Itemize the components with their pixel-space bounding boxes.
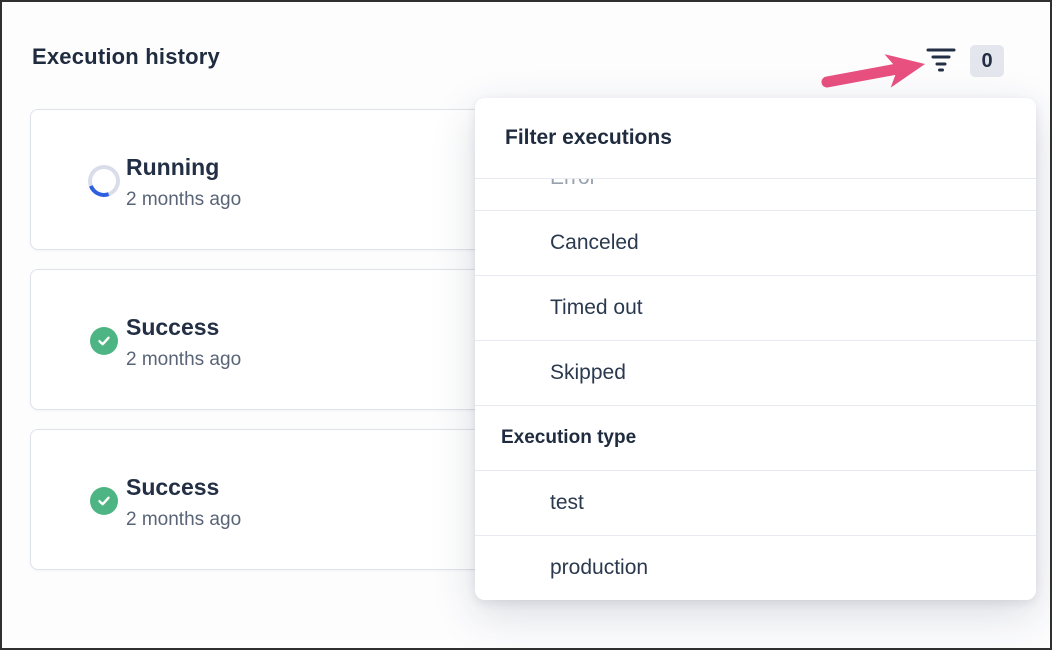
filter-option-error-clipped[interactable]: Error [475, 179, 1036, 211]
execution-card-text: Success 2 months ago [126, 474, 241, 531]
filter-section-execution-type: Execution type [475, 406, 1036, 471]
arrow-annotation [821, 54, 925, 88]
filter-button[interactable] [922, 44, 960, 76]
filter-funnel-icon [926, 48, 956, 72]
execution-card-text: Success 2 months ago [126, 314, 241, 371]
filter-option-test[interactable]: test [475, 471, 1036, 536]
filter-popup: Filter executions Error Canceled Timed o… [475, 98, 1036, 600]
execution-time: 2 months ago [126, 189, 242, 210]
execution-status: Success [126, 474, 220, 500]
execution-time: 2 months ago [126, 349, 242, 370]
filter-option-label: Error [550, 179, 597, 190]
filter-option-skipped[interactable]: Skipped [475, 341, 1036, 406]
check-circle-icon [87, 484, 121, 518]
execution-time: 2 months ago [126, 509, 242, 530]
filter-option-timed-out[interactable]: Timed out [475, 276, 1036, 341]
execution-status: Success [126, 314, 220, 340]
filter-option-canceled[interactable]: Canceled [475, 211, 1036, 276]
spinner-icon [82, 159, 126, 203]
filter-option-production[interactable]: production [475, 536, 1036, 600]
filter-count-badge[interactable]: 0 [970, 45, 1004, 77]
execution-card-text: Running 2 months ago [126, 154, 241, 211]
filter-popup-title: Filter executions [475, 98, 1036, 179]
execution-status: Running [126, 154, 220, 180]
check-circle-icon [87, 324, 121, 358]
page-title: Execution history [32, 44, 220, 69]
